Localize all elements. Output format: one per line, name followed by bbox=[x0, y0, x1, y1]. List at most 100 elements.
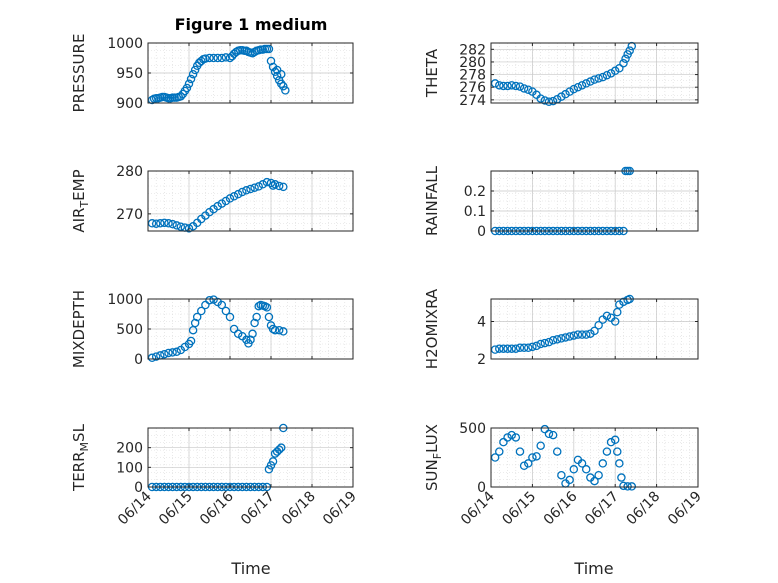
data-point bbox=[172, 221, 181, 230]
panel-h2omixra: 2 4 H2OMIXRA bbox=[423, 288, 699, 369]
data-point bbox=[182, 83, 192, 93]
axes-box bbox=[147, 427, 354, 488]
panel-air_temp: 270 280 AIRTEMP bbox=[70, 164, 354, 233]
data-point bbox=[619, 58, 628, 68]
figure-title: Figure 1 medium bbox=[175, 15, 328, 34]
data-point bbox=[519, 84, 529, 93]
data-point bbox=[254, 182, 263, 191]
data-point bbox=[515, 447, 525, 456]
y-tick-label: 278 bbox=[459, 68, 486, 84]
data-point bbox=[594, 74, 603, 83]
data-point bbox=[242, 186, 251, 195]
data-point bbox=[490, 453, 500, 462]
data-point bbox=[190, 65, 200, 75]
data-point bbox=[160, 218, 169, 228]
data-point bbox=[565, 332, 574, 341]
x-tick-label: 06/17 bbox=[582, 489, 622, 529]
data-point bbox=[264, 312, 274, 322]
y-tick-label: 0 bbox=[477, 480, 486, 496]
data-point bbox=[151, 219, 161, 228]
data-point bbox=[503, 433, 512, 442]
data-point bbox=[594, 320, 603, 330]
data-point bbox=[602, 70, 612, 80]
data-point bbox=[524, 343, 533, 352]
data-point bbox=[615, 64, 624, 73]
data-point bbox=[268, 457, 278, 466]
data-point bbox=[217, 300, 227, 310]
y-axis-label: AIRTEMP bbox=[70, 169, 91, 232]
data-point bbox=[581, 79, 591, 88]
data-point bbox=[197, 306, 206, 316]
data-point bbox=[536, 94, 545, 103]
y-tick-label: 0.2 bbox=[464, 184, 486, 200]
data-point bbox=[548, 335, 558, 345]
axes-box bbox=[490, 42, 699, 104]
data-point bbox=[613, 307, 622, 317]
data-point bbox=[569, 465, 579, 474]
data-point bbox=[201, 300, 210, 310]
data-point bbox=[184, 79, 194, 89]
data-point bbox=[279, 327, 288, 336]
x-axis-label-left: Time bbox=[230, 559, 270, 578]
data-point bbox=[281, 86, 290, 95]
data-point bbox=[221, 53, 231, 62]
y-tick-label: 0 bbox=[134, 480, 143, 496]
data-point bbox=[264, 44, 274, 54]
data-point bbox=[557, 334, 566, 343]
panel-rainfall: 0 0.1 0.2 RAINFALL bbox=[423, 165, 699, 240]
data-point bbox=[577, 459, 587, 468]
data-point bbox=[274, 325, 284, 335]
data-point bbox=[164, 348, 173, 358]
data-point bbox=[540, 424, 550, 434]
data-point bbox=[561, 333, 570, 342]
data-point bbox=[565, 87, 574, 96]
data-point bbox=[156, 219, 165, 228]
data-point bbox=[548, 96, 558, 106]
data-point bbox=[511, 344, 521, 353]
data-point bbox=[544, 97, 554, 106]
axes-box bbox=[490, 298, 699, 360]
data-point bbox=[573, 330, 583, 339]
y-axis-label: TERRMSL bbox=[70, 423, 91, 492]
data-point bbox=[590, 326, 599, 336]
data-point bbox=[623, 482, 632, 491]
data-point bbox=[172, 347, 181, 357]
axes-box bbox=[490, 427, 699, 488]
y-axis-label: SUNFLUX bbox=[423, 424, 444, 491]
panel-pressure: 900 950 1000 PRESSURE bbox=[70, 34, 354, 112]
axes-box bbox=[490, 170, 699, 232]
data-point bbox=[225, 312, 235, 322]
data-point bbox=[615, 459, 624, 468]
data-point bbox=[532, 452, 541, 461]
data-point bbox=[524, 85, 533, 94]
data-point bbox=[279, 182, 288, 192]
data-point bbox=[621, 54, 630, 64]
data-point bbox=[503, 344, 512, 353]
data-point bbox=[610, 435, 620, 445]
y-axis-label: MIXDEPTH bbox=[70, 290, 88, 368]
data-point bbox=[552, 447, 562, 456]
data-point bbox=[490, 345, 500, 354]
data-point bbox=[205, 53, 214, 63]
data-point bbox=[151, 352, 161, 361]
data-point bbox=[581, 330, 591, 339]
data-point bbox=[540, 96, 550, 105]
data-point bbox=[515, 82, 525, 91]
y-tick-label: 2 bbox=[477, 352, 486, 368]
data-point bbox=[233, 189, 243, 199]
y-tick-label: 274 bbox=[459, 93, 486, 109]
y-tick-label: 100 bbox=[116, 460, 143, 476]
y-tick-label: 0 bbox=[134, 352, 143, 368]
data-point bbox=[276, 443, 286, 452]
data-point bbox=[515, 343, 525, 352]
data-point bbox=[499, 437, 508, 447]
data-point bbox=[561, 89, 570, 99]
x-tick-label: 06/19 bbox=[665, 489, 705, 529]
data-point bbox=[276, 79, 286, 89]
data-point bbox=[524, 459, 533, 468]
y-tick-label: 950 bbox=[116, 66, 143, 82]
series-points bbox=[147, 177, 288, 233]
data-point bbox=[617, 473, 626, 482]
data-point bbox=[540, 338, 550, 348]
data-point bbox=[598, 459, 608, 468]
